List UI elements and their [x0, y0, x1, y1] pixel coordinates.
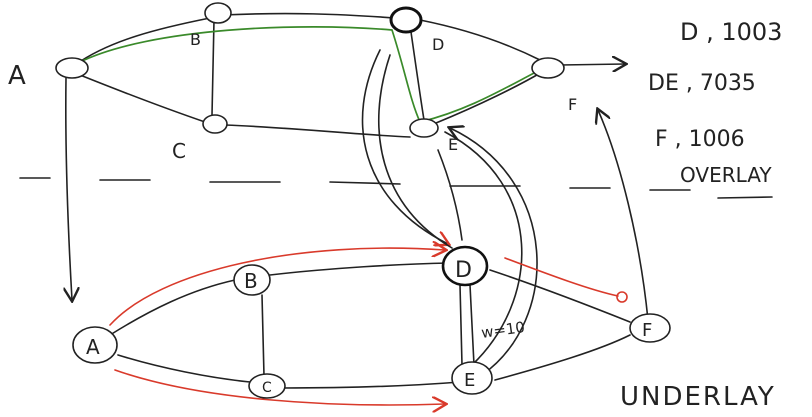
edge-e-f-bottom: [494, 334, 631, 381]
edge-b-d-bottom: [269, 262, 451, 276]
underlay-label-e: E: [464, 370, 475, 391]
overlay-notes: D , 1003 DE , 7035 F , 1006 OVERLAY: [648, 18, 782, 199]
overlay-node-b: [204, 2, 232, 24]
note-2: DE , 7035: [648, 71, 756, 96]
edge-d-f-bottom: [489, 269, 631, 323]
overlay-label-b: B: [190, 30, 201, 49]
overlay-nodes: [55, 2, 565, 138]
overlay-node-d: [389, 6, 423, 34]
underlay-nodes: [72, 245, 671, 399]
underlay-node-a: [72, 326, 118, 364]
overlay-node-f: [531, 57, 565, 79]
map-d-top-to-d-bottom-2: [378, 54, 453, 249]
edge-f-arrow: [559, 64, 625, 65]
underlay-label-b: B: [244, 269, 258, 293]
underlay-edges: [109, 262, 631, 389]
red-path-a-e: [114, 369, 445, 405]
edge-a-c-top: [79, 74, 206, 123]
edge-a-c-bottom: [117, 354, 251, 383]
overlay-title-underline: [717, 196, 773, 199]
underlay-red-paths: [109, 248, 628, 405]
edge-c-e-bottom: [281, 381, 461, 389]
note-1: D , 1003: [680, 18, 782, 46]
overlay-node-e: [409, 118, 439, 138]
underlay-node-f: [629, 313, 671, 343]
underlay-label-a: A: [86, 335, 100, 359]
overlay-node-a: [55, 57, 89, 79]
underlay-node-d: [441, 245, 489, 287]
overlay-title: OVERLAY: [680, 163, 772, 187]
edge-a-b-top: [74, 17, 211, 66]
layer-separator: [19, 177, 691, 191]
edge-d-e-top: [409, 24, 425, 121]
red-path-d-out: [504, 257, 619, 297]
overlay-label-f: F: [568, 95, 577, 114]
overlay-label-d: D: [432, 35, 444, 54]
underlay-label-f: F: [642, 320, 652, 341]
underlay-labels: A B C D E F w=10: [86, 258, 652, 396]
underlay-edge-weight: w=10: [480, 318, 526, 342]
underlay-label-d: D: [455, 258, 472, 283]
map-e-top-to-d-bottom: [437, 149, 463, 241]
layer-mapping-edges: [361, 49, 649, 376]
overlay-edges: [66, 12, 625, 300]
underlay-node-b: [233, 264, 271, 296]
overlay-label-e: E: [448, 135, 458, 154]
map-e-bottom-to-e-top-2: [444, 131, 523, 366]
red-endpoint: [616, 291, 628, 303]
edge-a-down: [66, 77, 72, 300]
map-d-top-to-d-bottom-1: [361, 49, 448, 244]
red-path-a-d: [109, 248, 445, 326]
edge-e-f-top: [435, 71, 543, 124]
overlay-node-c: [202, 114, 228, 134]
overlay-label-a: A: [8, 61, 26, 91]
note-3: F , 1006: [655, 127, 745, 152]
map-f-bottom-to-f-top: [598, 110, 649, 321]
overlay-label-c: C: [172, 139, 186, 163]
edge-a-b-bottom: [109, 279, 236, 336]
underlay-label-c: C: [262, 380, 272, 396]
edge-b-c-bottom: [261, 294, 265, 377]
edge-d-f-top: [419, 19, 541, 61]
edge-d-e-bottom: [459, 284, 463, 366]
edge-c-e-top: [224, 124, 411, 138]
edge-b-d-top: [221, 12, 396, 19]
overlay-green-path: [79, 26, 541, 123]
map-e-bottom-to-e-top-1: [450, 128, 538, 376]
edge-b-c-top: [211, 19, 215, 116]
underlay-title: UNDERLAY: [620, 382, 776, 412]
underlay-node-c: [248, 373, 286, 399]
edge-d-e-bottom-2: [469, 284, 475, 366]
underlay-node-e: [451, 361, 493, 395]
overlay-labels: A B C D E F: [8, 30, 577, 163]
